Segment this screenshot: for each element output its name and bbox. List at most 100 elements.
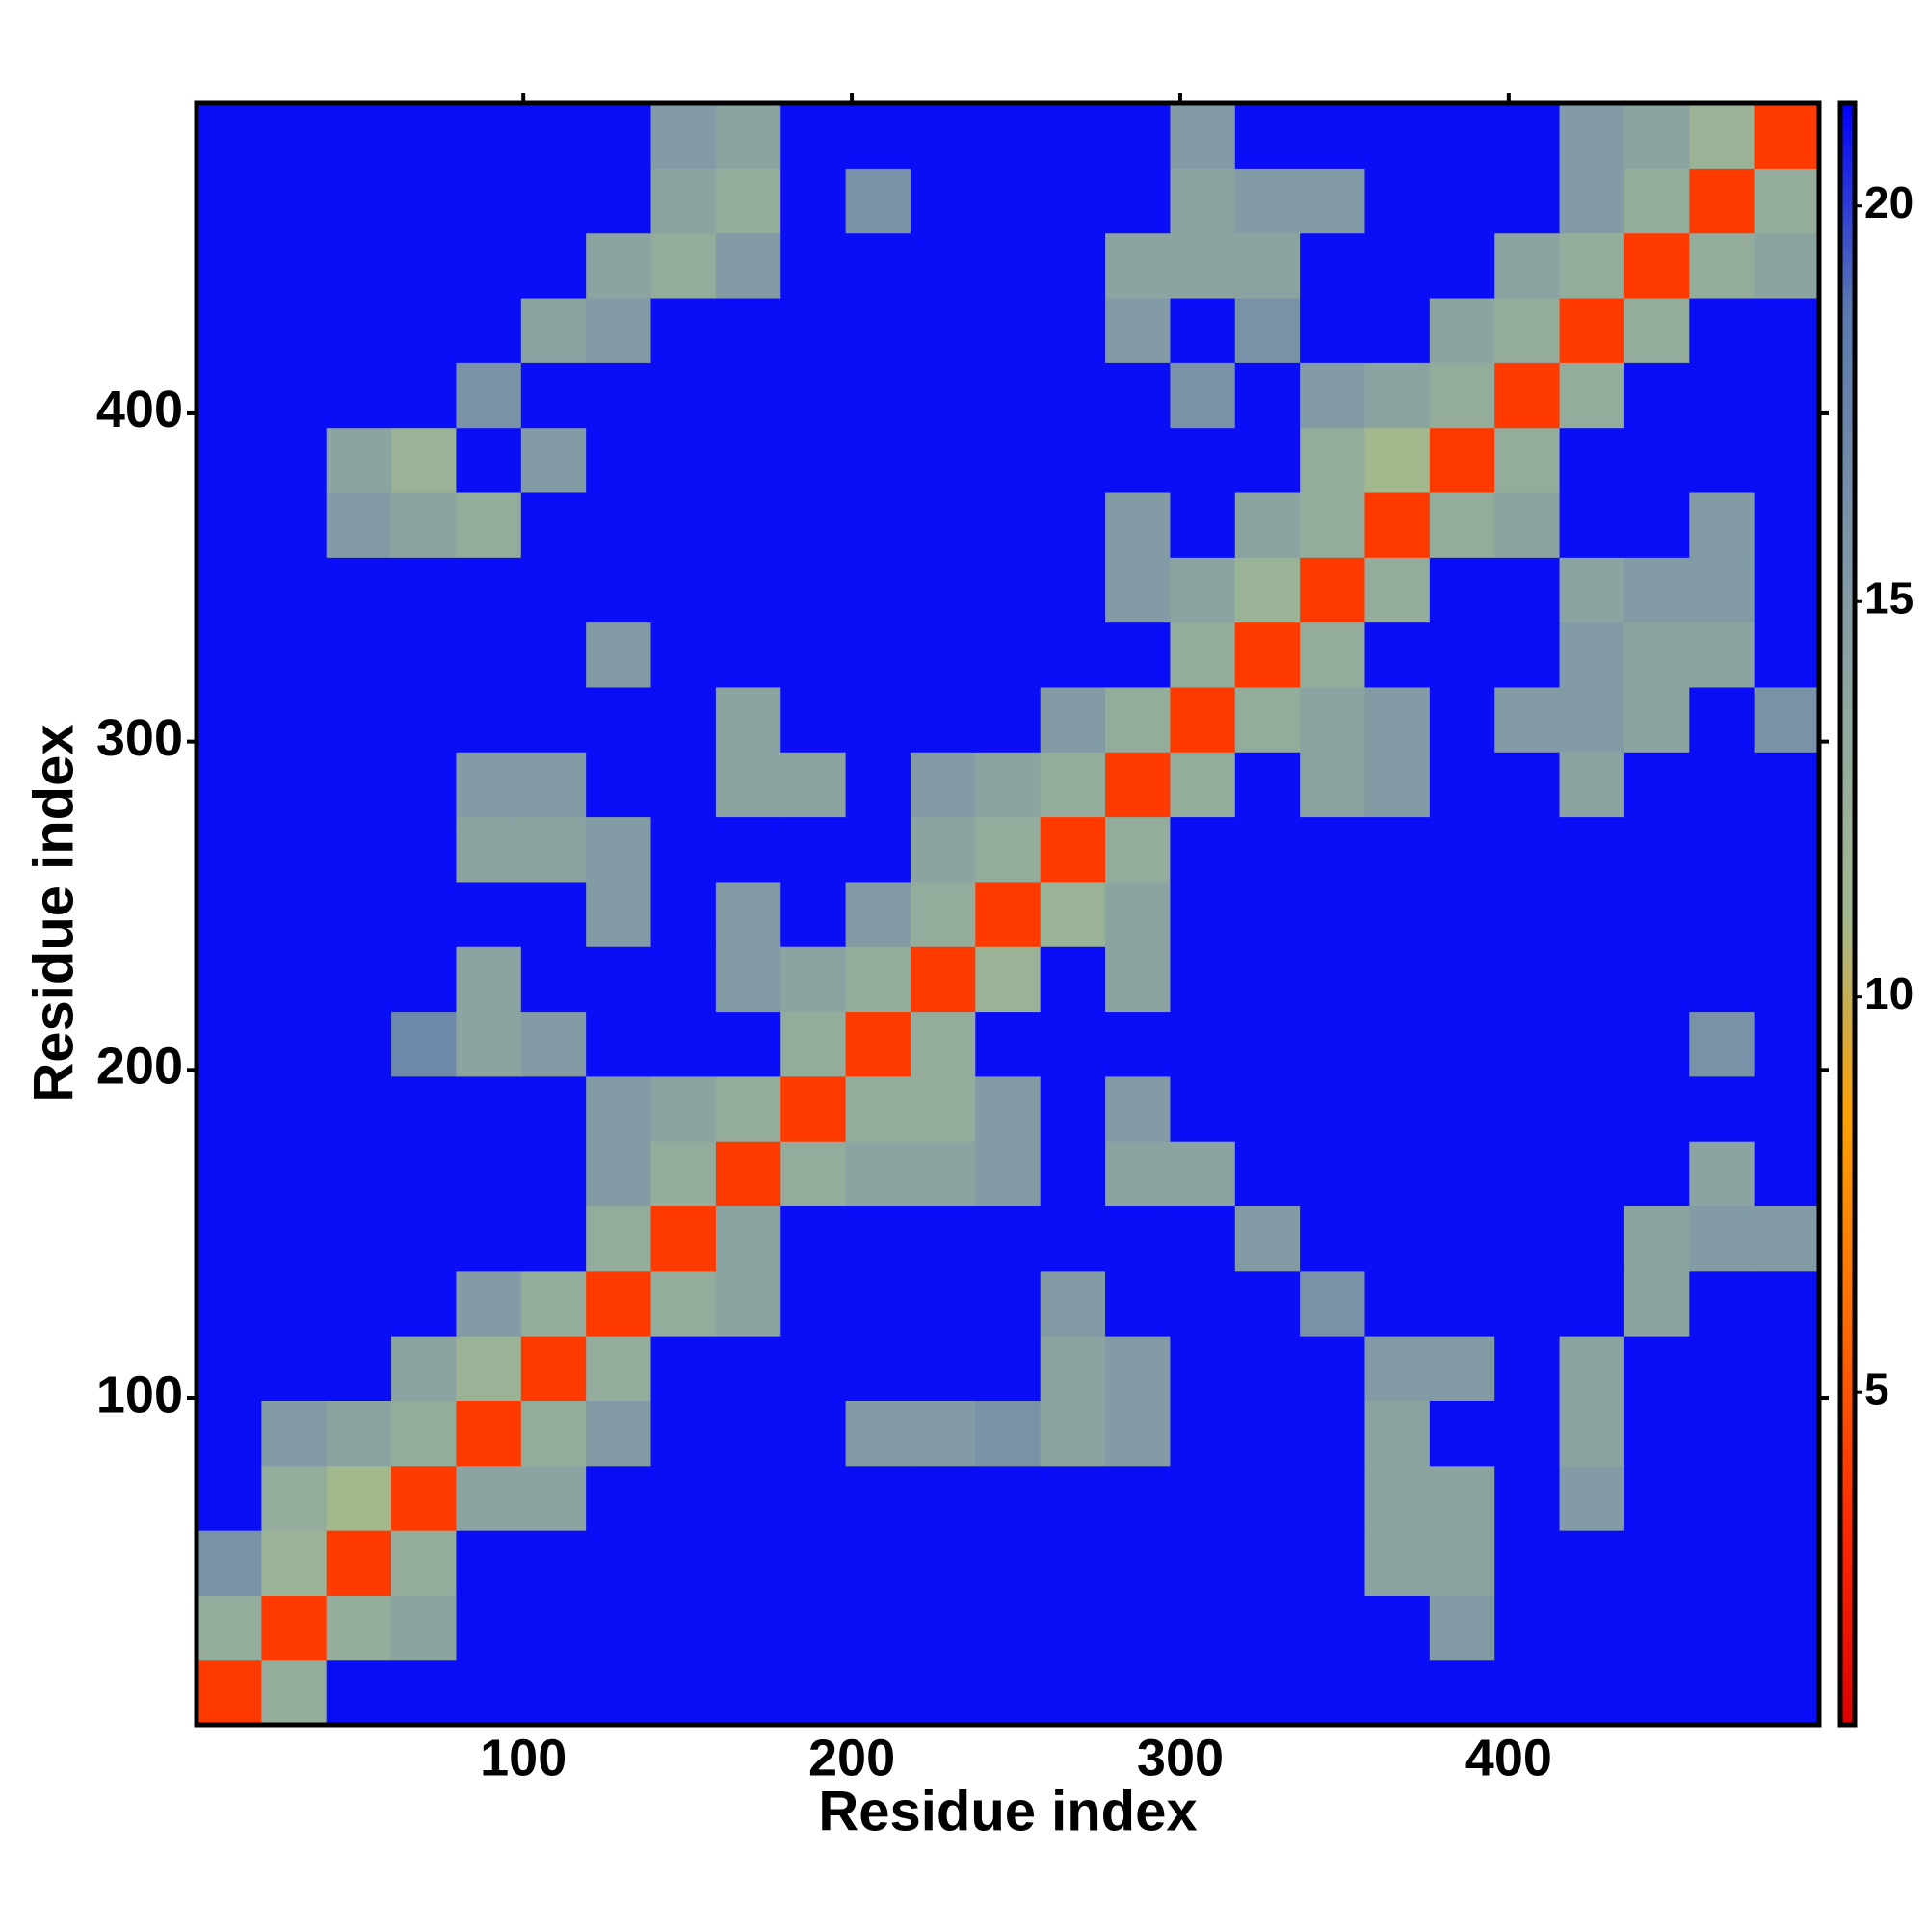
heatmap-cell bbox=[1300, 491, 1366, 558]
colorbar-slice bbox=[1840, 1254, 1855, 1261]
colorbar-slice bbox=[1840, 768, 1855, 775]
colorbar-slice bbox=[1840, 1000, 1855, 1007]
colorbar-tick-label: 20 bbox=[1864, 177, 1914, 227]
colorbar-slice bbox=[1840, 1044, 1855, 1050]
heatmap-cell bbox=[715, 1205, 781, 1272]
heatmap-cell bbox=[1300, 1011, 1366, 1077]
heatmap-cell bbox=[1689, 232, 1755, 299]
heatmap-cell bbox=[391, 168, 458, 234]
heatmap-cell bbox=[1623, 362, 1690, 429]
colorbar-slice bbox=[1840, 151, 1855, 158]
colorbar-slice bbox=[1840, 124, 1855, 131]
heatmap-cell bbox=[1429, 491, 1495, 558]
colorbar-slice bbox=[1840, 1643, 1855, 1651]
heatmap-cell bbox=[1364, 427, 1431, 493]
heatmap-cell bbox=[197, 168, 262, 234]
heatmap-cell bbox=[1170, 232, 1236, 299]
colorbar-slice bbox=[1840, 827, 1855, 834]
heatmap-cell bbox=[910, 1400, 976, 1467]
heatmap-cell bbox=[1494, 232, 1561, 299]
heatmap-cell bbox=[1623, 1465, 1690, 1531]
heatmap-cell bbox=[715, 1595, 781, 1661]
colorbar-slice bbox=[1840, 611, 1855, 618]
heatmap-cell bbox=[1170, 1595, 1236, 1661]
heatmap-cell bbox=[586, 1075, 652, 1142]
heatmap-cell bbox=[975, 752, 1042, 818]
colorbar-slice bbox=[1840, 454, 1855, 461]
heatmap-cell bbox=[1040, 1595, 1106, 1661]
heatmap-cell bbox=[1754, 1011, 1820, 1077]
colorbar-slice bbox=[1840, 1427, 1855, 1434]
heatmap-cell bbox=[975, 168, 1042, 234]
colorbar-slice bbox=[1840, 476, 1855, 483]
heatmap-cell bbox=[197, 1011, 262, 1077]
heatmap-cell bbox=[1689, 946, 1755, 1013]
heatmap-cell bbox=[1623, 491, 1690, 558]
heatmap-cell bbox=[1040, 1141, 1106, 1207]
colorbar-slice bbox=[1840, 281, 1855, 288]
heatmap-cell bbox=[261, 557, 328, 623]
heatmap-cell bbox=[456, 297, 522, 363]
colorbar-tick-label: 10 bbox=[1864, 968, 1914, 1019]
colorbar-slice bbox=[1840, 394, 1855, 402]
colorbar-slice bbox=[1840, 172, 1855, 180]
colorbar-slice bbox=[1840, 232, 1855, 239]
heatmap-cell bbox=[586, 816, 652, 883]
heatmap-cell bbox=[975, 1595, 1042, 1661]
heatmap-cell bbox=[1300, 1530, 1366, 1596]
heatmap-cell bbox=[520, 491, 587, 558]
colorbar-slice bbox=[1840, 1249, 1855, 1256]
heatmap-cell bbox=[1300, 1465, 1366, 1531]
colorbar-slice bbox=[1840, 659, 1855, 667]
heatmap-cell bbox=[780, 1530, 847, 1596]
colorbar-slice bbox=[1840, 1551, 1855, 1558]
colorbar-slice bbox=[1840, 1119, 1855, 1125]
colorbar-slice bbox=[1840, 1708, 1855, 1715]
heatmap-cell bbox=[1429, 1465, 1495, 1531]
heatmap-cell bbox=[715, 622, 781, 688]
heatmap-cell bbox=[197, 1141, 262, 1207]
heatmap-cell bbox=[1494, 1465, 1561, 1531]
heatmap-cell bbox=[650, 1075, 717, 1142]
y-axis-title: Residue index bbox=[22, 724, 85, 1102]
colorbar-frame bbox=[1837, 100, 1858, 1728]
colorbar-slice bbox=[1840, 897, 1855, 904]
colorbar-slice bbox=[1840, 978, 1855, 986]
heatmap-cell bbox=[1689, 1205, 1755, 1272]
colorbar-slice bbox=[1840, 211, 1855, 218]
colorbar-slice bbox=[1840, 313, 1855, 320]
heatmap-cell bbox=[1364, 1530, 1431, 1596]
heatmap-cell bbox=[261, 1205, 328, 1272]
colorbar-slice bbox=[1840, 946, 1855, 953]
heatmap-cell bbox=[1300, 752, 1366, 818]
heatmap-cell bbox=[845, 1205, 911, 1272]
heatmap-cell bbox=[326, 1270, 392, 1337]
heatmap-cell bbox=[1689, 1075, 1755, 1142]
colorbar-slice bbox=[1840, 270, 1855, 278]
heatmap-cell bbox=[1429, 557, 1495, 623]
heatmap-cell bbox=[1689, 427, 1755, 493]
colorbar-slice bbox=[1840, 756, 1855, 764]
heatmap-cell bbox=[391, 427, 458, 493]
heatmap-cell bbox=[391, 816, 458, 883]
heatmap-cell bbox=[1559, 103, 1625, 169]
colorbar-slice bbox=[1840, 1622, 1855, 1628]
colorbar-slice bbox=[1840, 1411, 1855, 1417]
heatmap-cell bbox=[780, 297, 847, 363]
heatmap-cell bbox=[1754, 1400, 1820, 1467]
heatmap-cell bbox=[586, 297, 652, 363]
heatmap-cell bbox=[1105, 881, 1171, 947]
heatmap bbox=[197, 103, 1820, 1726]
heatmap-cell bbox=[1234, 427, 1301, 493]
heatmap-cell bbox=[1040, 686, 1106, 753]
heatmap-cell bbox=[326, 1011, 392, 1077]
heatmap-cell bbox=[780, 168, 847, 234]
colorbar-slice bbox=[1840, 1319, 1855, 1326]
heatmap-cell bbox=[1364, 1075, 1431, 1142]
heatmap-cell bbox=[261, 362, 328, 429]
heatmap-cell bbox=[261, 103, 328, 169]
heatmap-cell bbox=[910, 752, 976, 818]
heatmap-cell bbox=[197, 427, 262, 493]
heatmap-cell bbox=[780, 103, 847, 169]
